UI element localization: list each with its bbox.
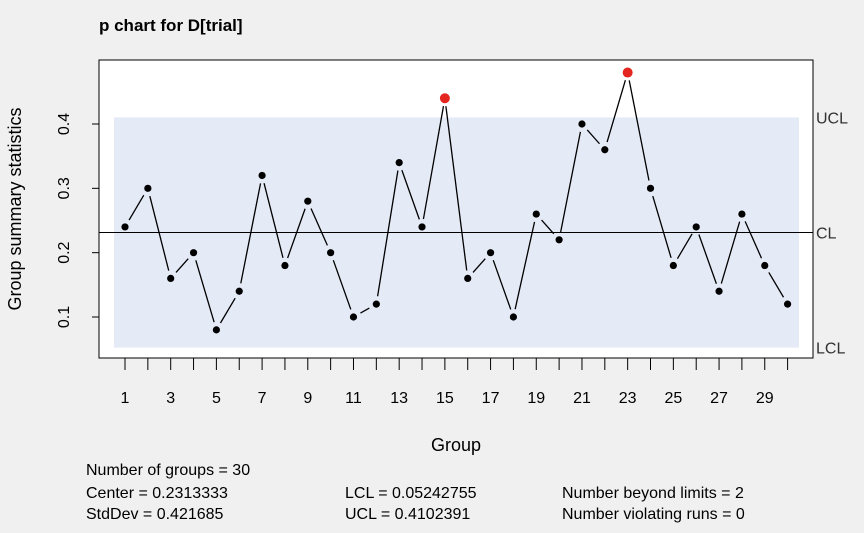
series-segment bbox=[401, 169, 420, 220]
data-point bbox=[555, 236, 563, 244]
data-point bbox=[464, 274, 472, 282]
stat-ucl: UCL = 0.4102391 bbox=[345, 506, 471, 523]
data-point bbox=[486, 249, 495, 257]
x-tick-label: 19 bbox=[527, 390, 545, 407]
x-tick-label: 25 bbox=[664, 390, 682, 407]
limit-labels: UCL CL LCL bbox=[816, 110, 848, 357]
data-point bbox=[646, 184, 655, 192]
stat-groups: Number of groups = 30 bbox=[86, 462, 251, 479]
y-tick-label: 0.2 bbox=[56, 241, 73, 263]
series-segment bbox=[744, 221, 763, 259]
chart-title: p chart for D[trial] bbox=[99, 16, 243, 35]
series-segment bbox=[652, 195, 672, 259]
data-point bbox=[121, 223, 129, 231]
data-point bbox=[738, 210, 746, 218]
lcl-label: LCL bbox=[816, 341, 845, 358]
data-point-violation bbox=[439, 93, 450, 104]
data-point bbox=[212, 326, 220, 334]
y-tick-label: 0.4 bbox=[56, 113, 73, 135]
x-axis: 1 3 5 7 9 11 13 15 17 19 21 23 25 27 29 bbox=[121, 358, 789, 407]
series-segment bbox=[698, 234, 717, 284]
series-segment bbox=[514, 221, 536, 310]
x-tick-label: 21 bbox=[573, 390, 591, 407]
y-axis: 0.1 0.2 0.3 0.4 bbox=[56, 113, 99, 328]
y-tick-label: 0.3 bbox=[56, 177, 73, 199]
series-segment bbox=[586, 129, 600, 145]
data-point bbox=[167, 274, 175, 282]
data-point bbox=[349, 313, 358, 321]
x-tick-label: 23 bbox=[619, 390, 637, 407]
series-segment bbox=[422, 106, 445, 220]
series-segment bbox=[628, 80, 650, 181]
data-point bbox=[144, 184, 152, 192]
x-tick-label: 15 bbox=[436, 390, 454, 407]
data-point bbox=[578, 120, 586, 128]
x-tick-label: 11 bbox=[345, 390, 362, 407]
stat-center: Center = 0.2313333 bbox=[86, 485, 228, 502]
stat-violating-runs: Number violating runs = 0 bbox=[562, 506, 745, 523]
data-point bbox=[761, 261, 769, 270]
series-segment bbox=[472, 258, 486, 273]
data-point bbox=[601, 146, 609, 154]
stat-lcl: LCL = 0.05242755 bbox=[345, 485, 477, 502]
series-segment bbox=[560, 131, 582, 233]
series-segment bbox=[287, 208, 306, 259]
ucl-label: UCL bbox=[816, 110, 848, 127]
series-segment bbox=[310, 208, 328, 246]
series-segment bbox=[676, 233, 693, 259]
x-tick-label: 13 bbox=[390, 390, 408, 407]
x-axis-label: Group bbox=[431, 435, 481, 455]
x-tick-label: 9 bbox=[303, 390, 312, 407]
series-segment bbox=[720, 221, 741, 284]
x-tick-label: 5 bbox=[212, 390, 221, 407]
data-point bbox=[784, 300, 792, 308]
series-segment bbox=[606, 80, 627, 143]
data-point bbox=[304, 197, 312, 205]
cl-label: CL bbox=[816, 226, 837, 243]
stat-stddev: StdDev = 0.421685 bbox=[86, 506, 224, 523]
series-segment bbox=[175, 258, 189, 273]
series-segment bbox=[195, 260, 215, 323]
data-point bbox=[669, 261, 677, 270]
data-point bbox=[281, 261, 289, 270]
series-segment bbox=[492, 259, 512, 310]
series-segment bbox=[376, 170, 399, 297]
data-point bbox=[692, 223, 700, 231]
x-tick-label: 3 bbox=[166, 390, 175, 407]
series-segment bbox=[541, 219, 555, 235]
data-point bbox=[532, 210, 540, 218]
series-segment bbox=[240, 183, 262, 284]
x-tick-label: 1 bbox=[121, 390, 130, 407]
data-point bbox=[715, 287, 723, 295]
series-segment bbox=[128, 194, 145, 221]
series-segment bbox=[149, 195, 170, 271]
x-tick-label: 29 bbox=[756, 390, 774, 407]
series-segment bbox=[360, 307, 370, 314]
data-point bbox=[395, 159, 403, 167]
series-segment bbox=[332, 259, 352, 310]
data-point bbox=[258, 171, 266, 180]
x-tick-label: 17 bbox=[482, 390, 500, 407]
x-tick-label: 27 bbox=[710, 390, 728, 407]
data-series bbox=[121, 67, 792, 334]
y-axis-label: Group summary statistics bbox=[5, 107, 25, 310]
data-point bbox=[509, 313, 518, 321]
data-point bbox=[235, 287, 243, 295]
data-point-violation bbox=[622, 67, 633, 78]
series-segment bbox=[219, 297, 236, 324]
series-segment bbox=[263, 183, 284, 258]
y-tick-label: 0.1 bbox=[56, 306, 73, 328]
series-segment bbox=[445, 106, 468, 271]
data-point bbox=[189, 249, 198, 257]
data-point bbox=[327, 249, 335, 257]
data-point bbox=[418, 223, 426, 231]
data-point bbox=[372, 300, 380, 308]
x-tick-label: 7 bbox=[258, 390, 267, 407]
series-segment bbox=[768, 272, 785, 298]
stat-beyond-limits: Number beyond limits = 2 bbox=[562, 485, 744, 502]
